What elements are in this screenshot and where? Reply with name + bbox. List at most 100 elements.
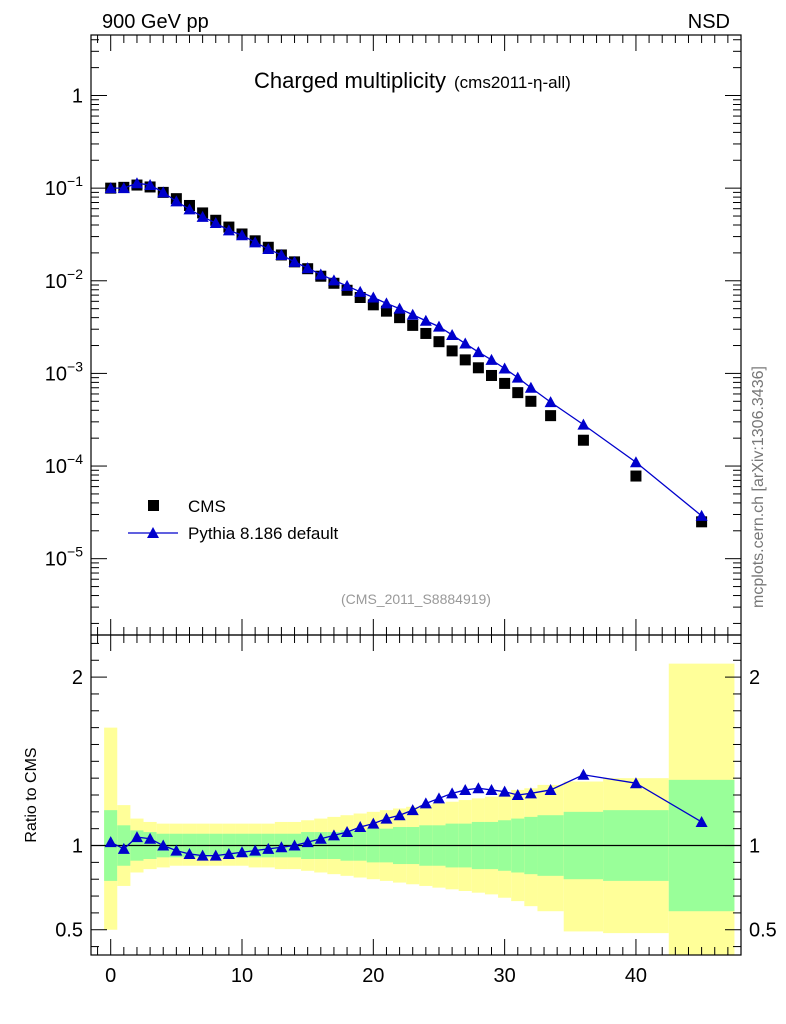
ratio-mc-point xyxy=(196,849,209,861)
cms-point xyxy=(577,434,589,446)
ratio-mc-point xyxy=(524,787,537,799)
ratio-mc-point xyxy=(695,815,708,827)
x-tick-label: 10 xyxy=(231,965,253,987)
ratio-mc-point xyxy=(288,839,301,851)
ratio-mc-point xyxy=(341,826,354,838)
y-tick-label: 10−4 xyxy=(45,451,83,478)
analysis-annotation: (CMS_2011_S8884919) xyxy=(341,591,491,607)
mc-point xyxy=(629,456,642,468)
mc-point xyxy=(498,362,511,374)
mc-point xyxy=(249,236,262,248)
mc-point xyxy=(236,229,249,241)
mc-point xyxy=(183,203,196,215)
ratio-mc-point xyxy=(498,785,511,797)
mc-point xyxy=(209,217,222,229)
ratio-y-tick-label: 2 xyxy=(72,667,83,689)
main-panel: 1 10−1 10−2 10−3 10−4 10−5 Charged multiplici… xyxy=(45,34,742,636)
ratio-mc-point xyxy=(183,847,196,859)
mc-point xyxy=(380,297,393,309)
y-tick-label: 10−5 xyxy=(45,544,83,571)
ratio-mc-point xyxy=(130,831,143,843)
cms-point xyxy=(512,387,524,399)
x-tick-label: 20 xyxy=(362,965,384,987)
cms-point xyxy=(446,345,458,357)
mc-point xyxy=(144,179,157,191)
mc-point xyxy=(695,509,708,521)
legend-mc-label: Pythia 8.186 default xyxy=(188,524,339,543)
mc-point xyxy=(406,308,419,320)
ratio-mc-point xyxy=(249,844,262,856)
mc-point xyxy=(419,314,432,326)
cms-point xyxy=(630,470,642,482)
ratio-panel-frame xyxy=(90,634,742,956)
mc-point xyxy=(222,224,235,236)
mc-point xyxy=(327,274,340,286)
mc-point xyxy=(446,328,459,340)
legend-mc-marker xyxy=(147,527,159,538)
cms-point xyxy=(696,516,708,528)
cms-point xyxy=(545,410,557,422)
cms-point xyxy=(486,369,498,381)
legend: CMS Pythia 8.186 default xyxy=(128,497,339,543)
cms-point xyxy=(380,305,392,317)
ratio-mc-point xyxy=(629,777,642,789)
cms-point xyxy=(407,319,419,331)
ratio-mc-point xyxy=(380,812,393,824)
ratio-mc-point xyxy=(577,768,590,780)
y-tick-label: 10−3 xyxy=(45,358,83,385)
ratio-panel: 2 2 1 1 0.5 0.5 0 10 20 30 40 Ratio to CMS xyxy=(23,634,777,987)
ratio-mc-point xyxy=(314,832,327,844)
mc-point xyxy=(157,186,170,198)
ratio-mc-point xyxy=(354,821,367,832)
mc-point xyxy=(432,320,445,332)
ratio-mc-point xyxy=(301,836,314,848)
ratio-mc-point xyxy=(327,829,340,841)
main-panel-frame xyxy=(90,34,742,636)
y-tick-label: 10−1 xyxy=(45,173,83,200)
mc-point xyxy=(262,243,275,255)
ratio-mc-point xyxy=(419,797,432,809)
ratio-mc-point xyxy=(170,844,183,856)
ratio-mc-point xyxy=(275,841,288,853)
cms-point xyxy=(499,377,511,389)
ratio-mc-point xyxy=(406,804,419,816)
y-tick-label: 10−2 xyxy=(45,266,83,293)
cms-point xyxy=(420,327,432,339)
mc-point xyxy=(367,291,380,303)
ratio-mc-point xyxy=(485,783,498,795)
mc-point xyxy=(196,210,209,222)
cms-point xyxy=(367,299,379,311)
ratio-mc-point xyxy=(209,849,222,861)
mc-point xyxy=(354,285,367,297)
ratio-mc-point xyxy=(459,783,472,795)
ratio-y-tick-label: 1 xyxy=(72,836,83,858)
ratio-mc-point xyxy=(157,839,170,851)
mc-point xyxy=(130,177,143,189)
ratio-mc-point xyxy=(511,789,524,800)
chart-subtitle: (cms2011-η-all) xyxy=(454,73,571,92)
mc-point xyxy=(577,418,590,430)
mc-point xyxy=(104,182,117,194)
cms-point xyxy=(433,336,445,348)
x-tick-label: 40 xyxy=(625,965,647,987)
mc-point xyxy=(393,302,406,314)
ratio-y-tick-label: 0.5 xyxy=(55,920,83,942)
legend-cms-marker xyxy=(148,500,159,511)
ratio-mc-point xyxy=(104,836,117,848)
mc-point xyxy=(275,248,288,260)
mc-point xyxy=(472,346,485,358)
mc-point xyxy=(459,337,472,349)
ratio-mc-point xyxy=(393,809,406,821)
mc-point xyxy=(524,381,537,393)
y-tick-label: 1 xyxy=(72,86,83,108)
cms-point xyxy=(354,291,366,303)
ratio-mc-point xyxy=(446,787,459,799)
legend-cms-label: CMS xyxy=(188,497,226,516)
ratio-y-tick-label-right: 2 xyxy=(749,667,760,689)
mc-point xyxy=(511,371,524,383)
ratio-mc-point xyxy=(367,817,380,829)
mc-point xyxy=(314,268,327,280)
mc-point xyxy=(301,262,314,274)
mc-point xyxy=(117,182,130,194)
header-right: NSD xyxy=(688,11,730,33)
